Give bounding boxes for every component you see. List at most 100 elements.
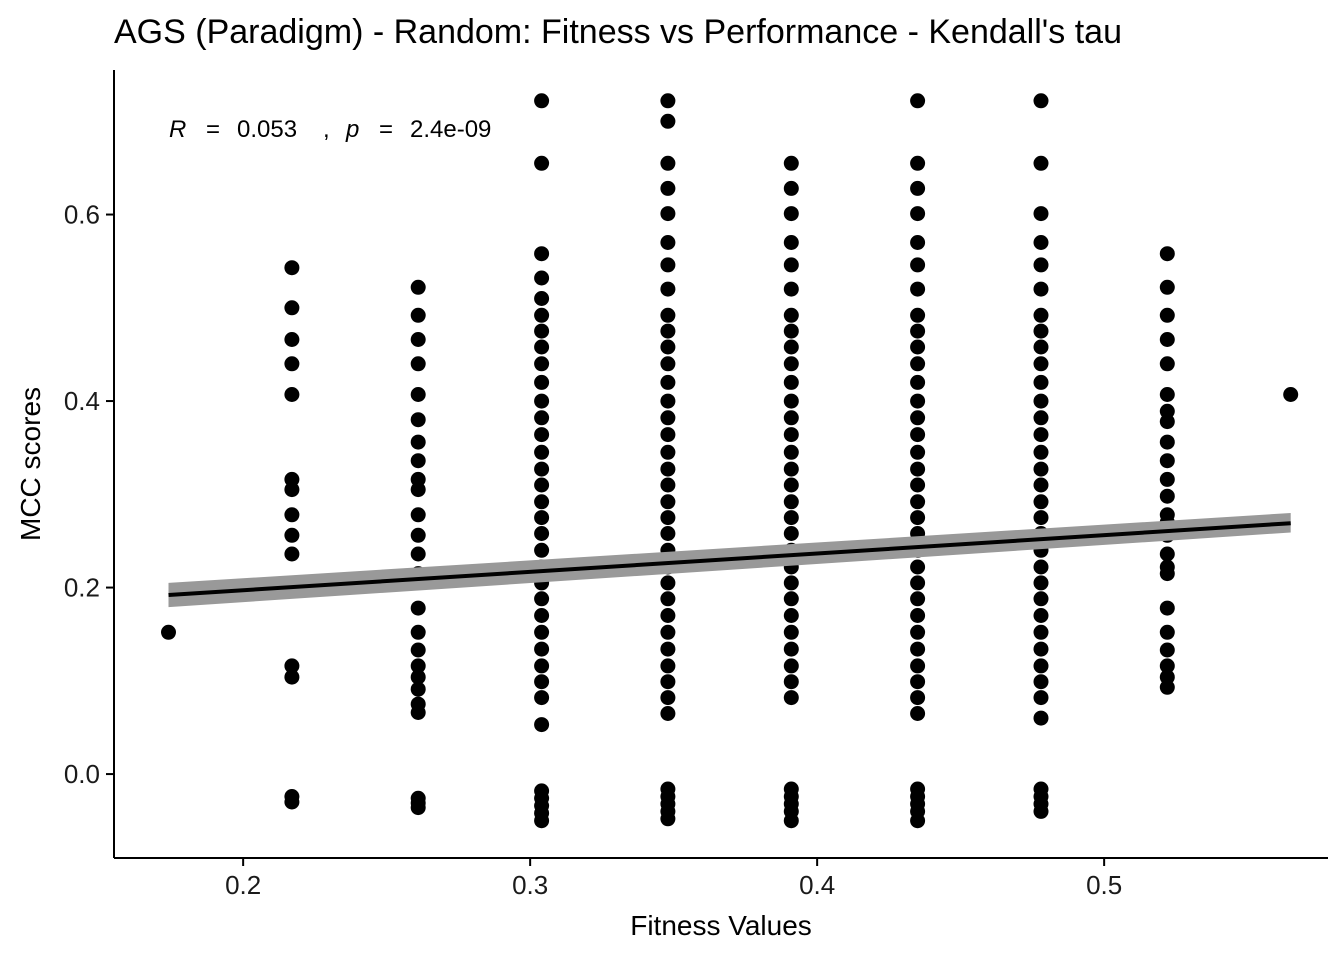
data-point	[1033, 393, 1049, 409]
data-point	[660, 811, 676, 827]
data-point	[660, 658, 676, 674]
data-point	[1159, 642, 1175, 658]
data-point	[410, 507, 426, 523]
data-point	[660, 307, 676, 323]
data-point	[1033, 803, 1049, 819]
data-point	[910, 813, 926, 829]
data-point	[660, 526, 676, 541]
data-point	[534, 542, 550, 558]
data-point	[534, 717, 550, 733]
data-point	[410, 482, 426, 498]
data-point	[410, 387, 426, 402]
data-point	[660, 356, 676, 372]
data-point	[910, 374, 926, 390]
data-point	[534, 477, 550, 493]
data-point	[1033, 624, 1049, 640]
r-symbol: R	[169, 116, 186, 143]
data-point	[534, 356, 550, 372]
data-point	[534, 93, 550, 109]
data-point	[284, 356, 300, 372]
data-point	[910, 307, 926, 323]
data-point	[783, 356, 799, 372]
data-point	[410, 546, 426, 562]
data-point	[534, 393, 550, 409]
data-point	[284, 527, 300, 543]
x-axis-title: Fitness Values	[630, 910, 812, 941]
data-point	[910, 494, 926, 510]
r-equals: =	[206, 116, 220, 143]
data-point	[783, 281, 799, 297]
data-point	[783, 323, 799, 339]
data-point	[1159, 679, 1175, 695]
data-point	[910, 180, 926, 196]
data-point	[910, 410, 926, 426]
data-point	[783, 235, 799, 250]
data-point	[660, 608, 676, 623]
x-tick-label: 0.4	[799, 870, 835, 900]
data-point	[910, 658, 926, 674]
data-point	[410, 658, 426, 674]
data-point	[910, 575, 926, 591]
data-point	[534, 427, 550, 443]
data-point	[534, 270, 550, 286]
data-point	[660, 113, 676, 129]
data-point	[1033, 461, 1049, 477]
data-point	[660, 575, 676, 591]
data-point	[783, 257, 799, 273]
chart-title: AGS (Paradigm) - Random: Fitness vs Perf…	[114, 13, 1122, 51]
data-point	[660, 477, 676, 493]
data-point	[1159, 356, 1175, 372]
data-point	[1033, 206, 1049, 222]
data-point	[1033, 690, 1049, 706]
data-point	[534, 608, 550, 623]
data-point	[410, 279, 426, 295]
data-point	[534, 494, 550, 510]
data-points	[161, 93, 1299, 829]
data-point	[410, 669, 426, 685]
data-point	[660, 427, 676, 443]
data-point	[660, 93, 676, 109]
data-point	[1033, 641, 1049, 657]
data-point	[1033, 323, 1049, 339]
data-point	[410, 412, 426, 428]
data-point	[1159, 566, 1175, 582]
data-point	[783, 206, 799, 222]
data-point	[910, 356, 926, 372]
data-point	[1159, 488, 1175, 504]
data-point	[1033, 674, 1049, 690]
data-point	[783, 813, 799, 829]
data-point	[284, 387, 300, 402]
data-point	[284, 546, 300, 562]
data-point	[410, 453, 426, 469]
data-point	[660, 674, 676, 690]
data-point	[534, 526, 550, 541]
data-point	[1033, 559, 1049, 575]
data-point	[910, 206, 926, 222]
data-point	[1033, 658, 1049, 674]
data-point	[1033, 374, 1049, 390]
data-point	[1033, 710, 1049, 726]
data-point	[910, 591, 926, 607]
data-point	[534, 410, 550, 426]
data-point	[284, 300, 300, 316]
data-point	[1159, 600, 1175, 616]
data-point	[910, 624, 926, 640]
data-point	[1033, 410, 1049, 426]
data-point	[1033, 257, 1049, 273]
data-point	[910, 427, 926, 443]
data-point	[660, 591, 676, 607]
data-point	[1159, 624, 1175, 640]
y-tick-label: 0.2	[64, 573, 100, 603]
data-point	[783, 444, 799, 460]
data-point	[783, 510, 799, 526]
data-point	[284, 507, 300, 523]
data-point	[410, 356, 426, 372]
p-symbol: p	[345, 116, 359, 143]
data-point	[410, 600, 426, 616]
data-point	[534, 690, 550, 706]
data-point	[660, 206, 676, 222]
data-point	[910, 477, 926, 493]
data-point	[783, 658, 799, 674]
data-point	[534, 374, 550, 390]
data-point	[660, 339, 676, 355]
